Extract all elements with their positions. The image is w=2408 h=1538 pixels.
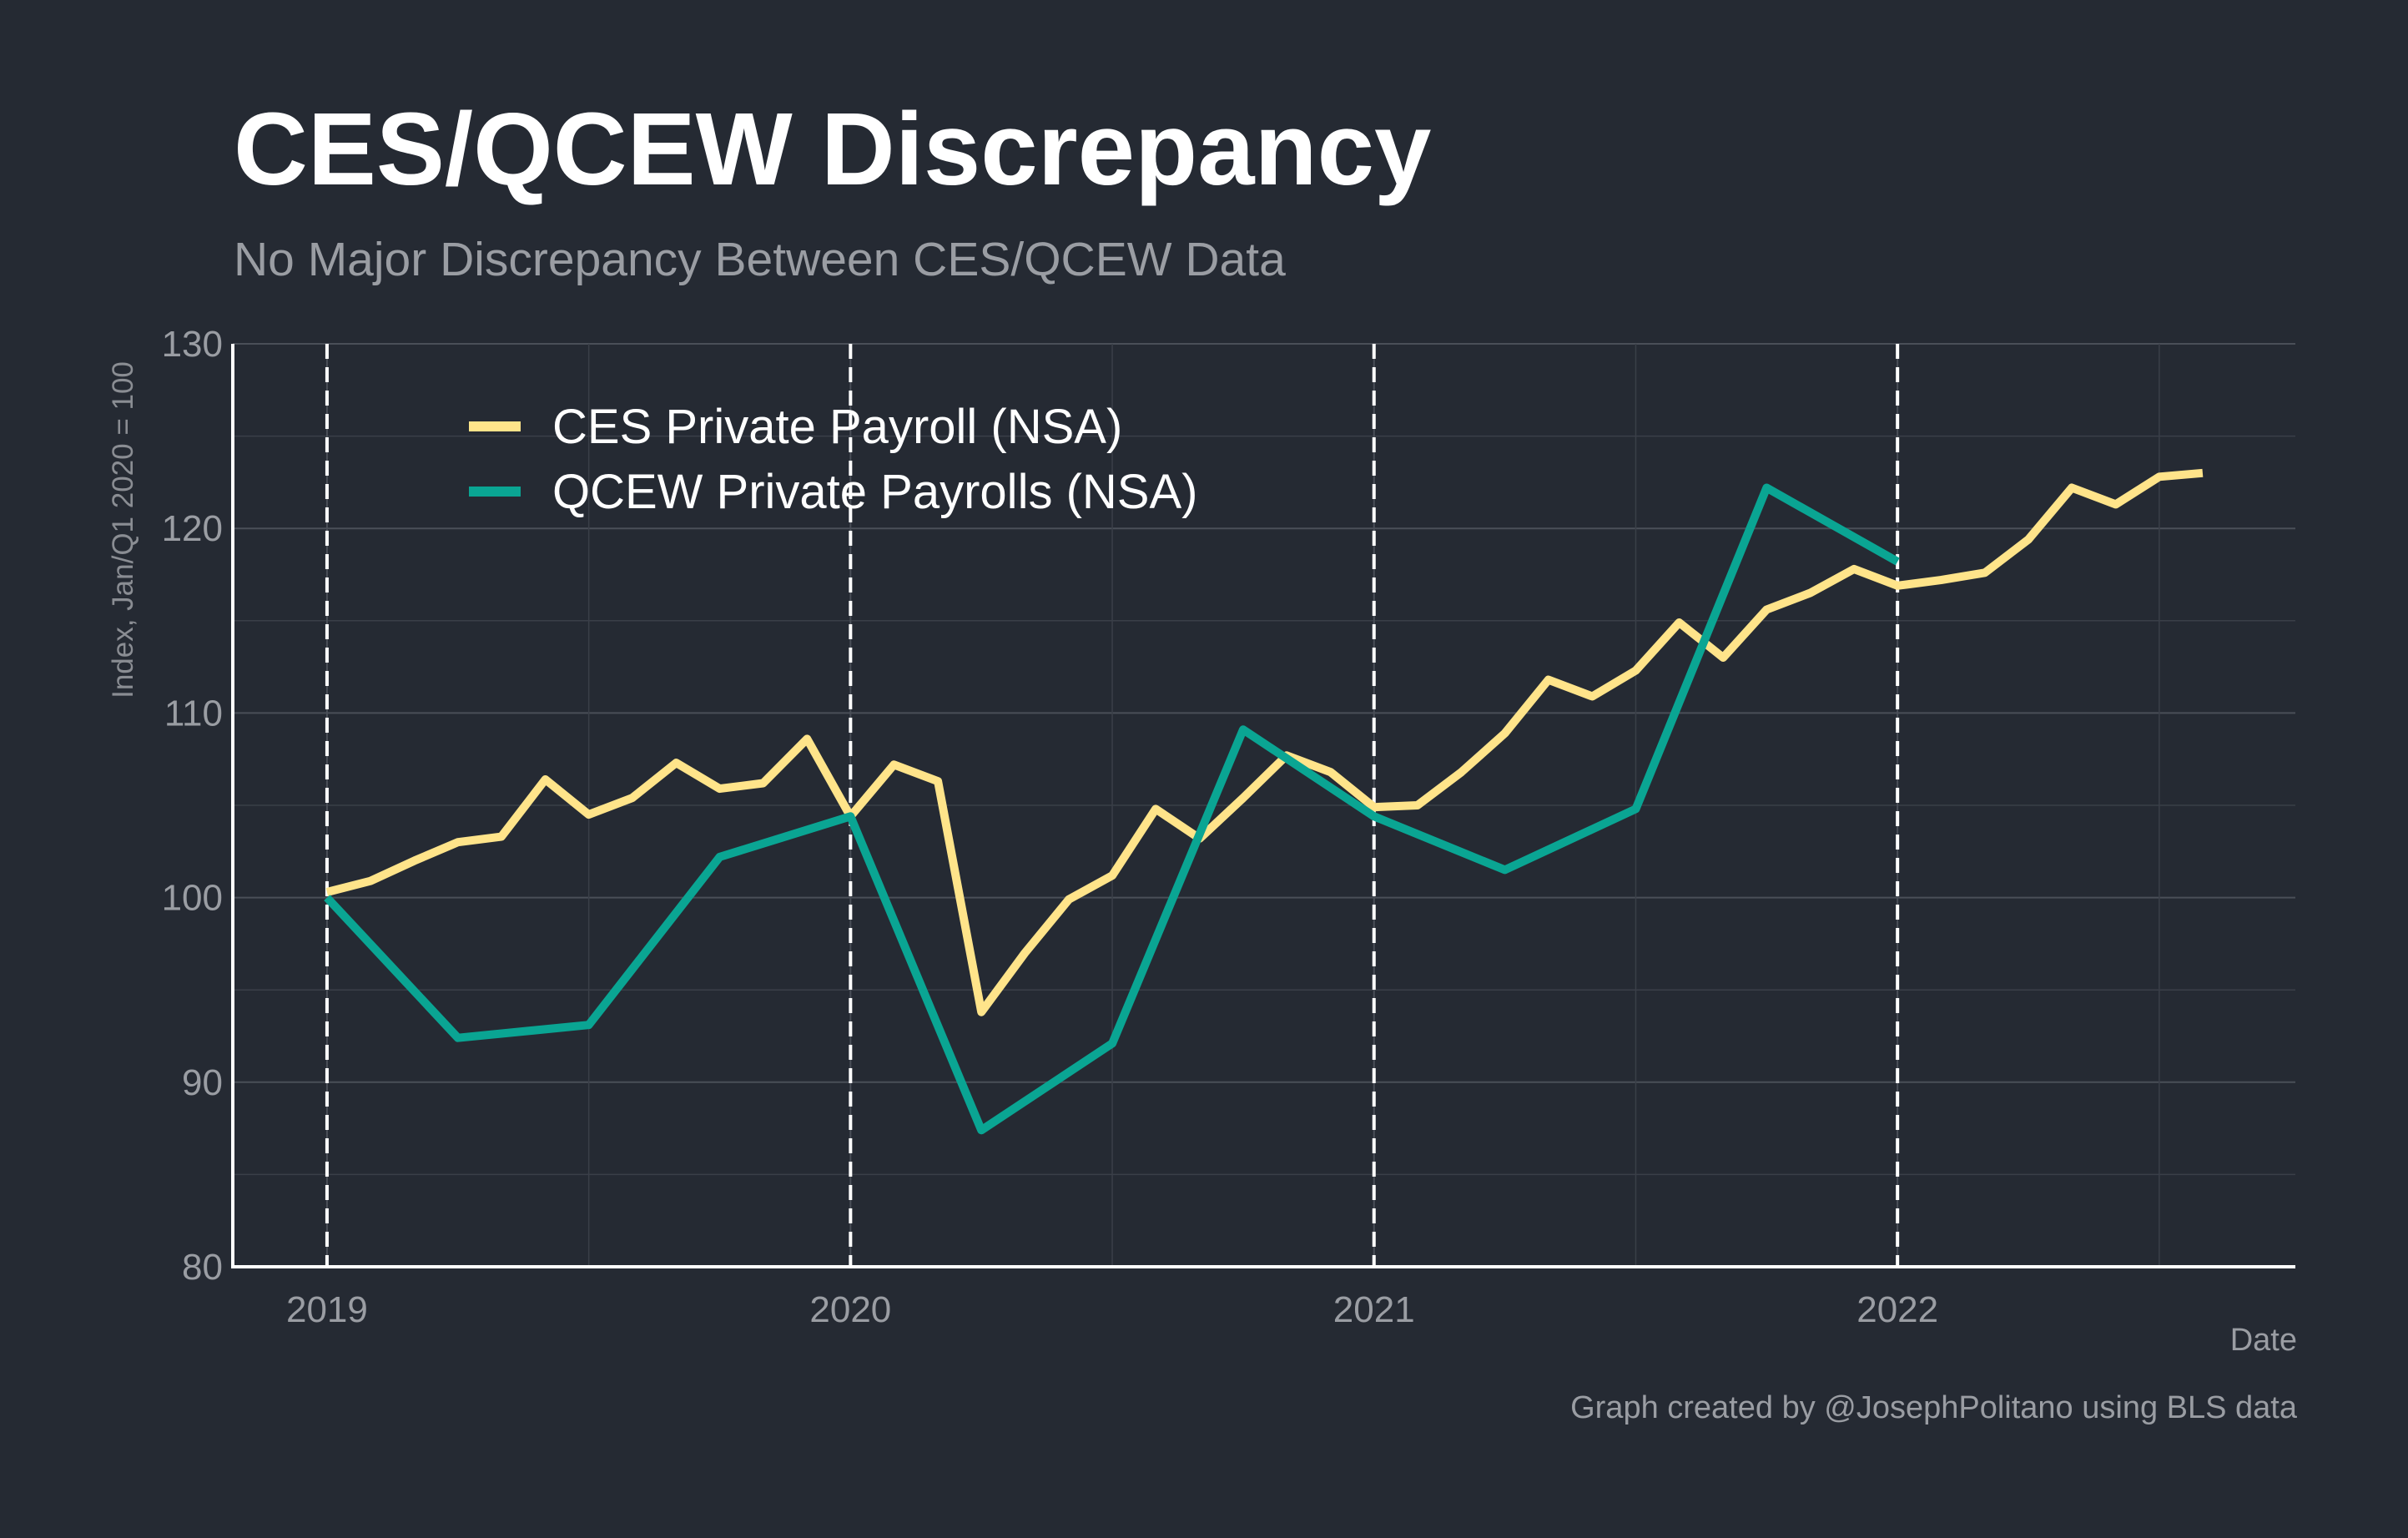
axes: [231, 344, 2295, 1268]
year-marker-lines: [325, 344, 1900, 1267]
y-tick-label: 90: [182, 1062, 223, 1103]
grid-lines: [233, 343, 2295, 1267]
tick-labels: 80 90 100 110 120 130 2019 2020 2021 2022: [162, 324, 1939, 1330]
y-tick-label: 120: [162, 508, 223, 549]
y-tick-label: 130: [162, 324, 223, 365]
x-tick-label: 2022: [1856, 1289, 1938, 1330]
legend-item-ces: CES Private Payroll (NSA): [469, 400, 1122, 454]
y-tick-label: 110: [164, 693, 223, 734]
x-tick-label: 2020: [809, 1289, 891, 1330]
chart-caption: Graph created by @JosephPolitano using B…: [1570, 1390, 2297, 1425]
qcew-line: [324, 483, 1900, 1135]
ces-line: [325, 468, 2204, 1016]
y-tick-label: 80: [182, 1247, 223, 1288]
x-axis-label: Date: [2229, 1323, 2297, 1358]
x-tick-label: 2021: [1333, 1289, 1415, 1330]
legend-label: QCEW Private Payrolls (NSA): [552, 465, 1197, 519]
x-tick-label: 2019: [286, 1289, 368, 1330]
legend-item-qcew: QCEW Private Payrolls (NSA): [469, 465, 1197, 519]
chart-title: CES/QCEW Discrepancy: [234, 93, 1432, 207]
chart-subtitle: No Major Discrepancy Between CES/QCEW Da…: [234, 233, 1286, 286]
legend: CES Private Payroll (NSA) QCEW Private Pa…: [469, 400, 1197, 519]
legend-label: CES Private Payroll (NSA): [552, 400, 1122, 454]
y-tick-label: 100: [162, 878, 223, 919]
series-lines: [324, 468, 2204, 1135]
